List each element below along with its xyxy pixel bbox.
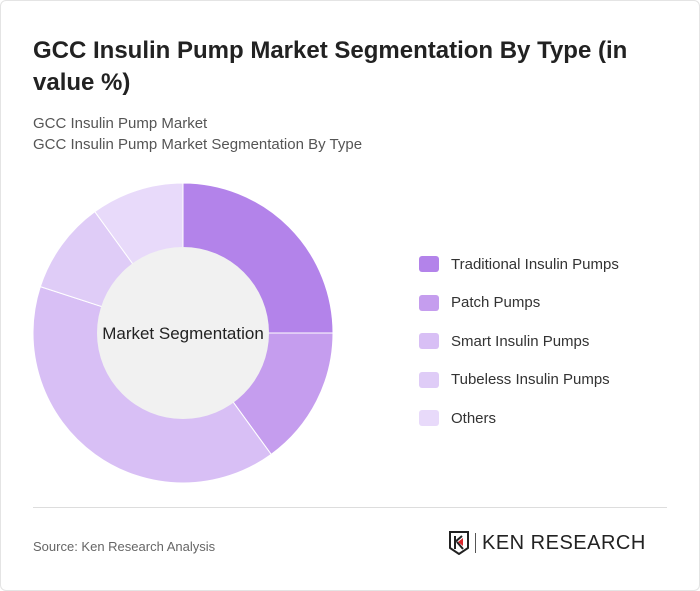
legend-item: Traditional Insulin Pumps — [419, 245, 619, 284]
legend-item: Tubeless Insulin Pumps — [419, 361, 619, 400]
legend-swatch — [419, 410, 439, 427]
legend-swatch — [419, 256, 439, 273]
legend-swatch — [419, 333, 439, 350]
legend: Traditional Insulin Pumps Patch Pumps Smar… — [419, 245, 619, 438]
subtitle-market: GCC Insulin Pump Market — [33, 115, 208, 132]
donut-chart: Market Segmentation — [32, 182, 334, 484]
donut-hole — [97, 247, 269, 419]
legend-label: Others — [451, 409, 497, 427]
legend-item: Patch Pumps — [419, 284, 619, 323]
legend-swatch — [419, 294, 439, 311]
legend-item: Others — [419, 399, 619, 438]
ken-research-logo: KEN RESEARCH — [449, 531, 646, 555]
legend-label: Smart Insulin Pumps — [451, 332, 590, 350]
legend-swatch — [419, 371, 439, 388]
legend-item: Smart Insulin Pumps — [419, 322, 619, 361]
legend-label: Patch Pumps — [451, 294, 541, 312]
logo-icon — [449, 531, 469, 555]
subtitle-segmentation: GCC Insulin Pump Market Segmentation By … — [33, 136, 363, 153]
chart-title: GCC Insulin Pump Market Segmentation By … — [33, 37, 628, 96]
legend-label: Traditional Insulin Pumps — [451, 255, 619, 273]
center-label: Market Segmentation — [102, 324, 264, 343]
source-text: Source: Ken Research Analysis — [33, 539, 216, 554]
logo-text: KEN RESEARCH — [475, 533, 646, 553]
divider — [33, 507, 667, 508]
legend-label: Tubeless Insulin Pumps — [451, 371, 610, 389]
